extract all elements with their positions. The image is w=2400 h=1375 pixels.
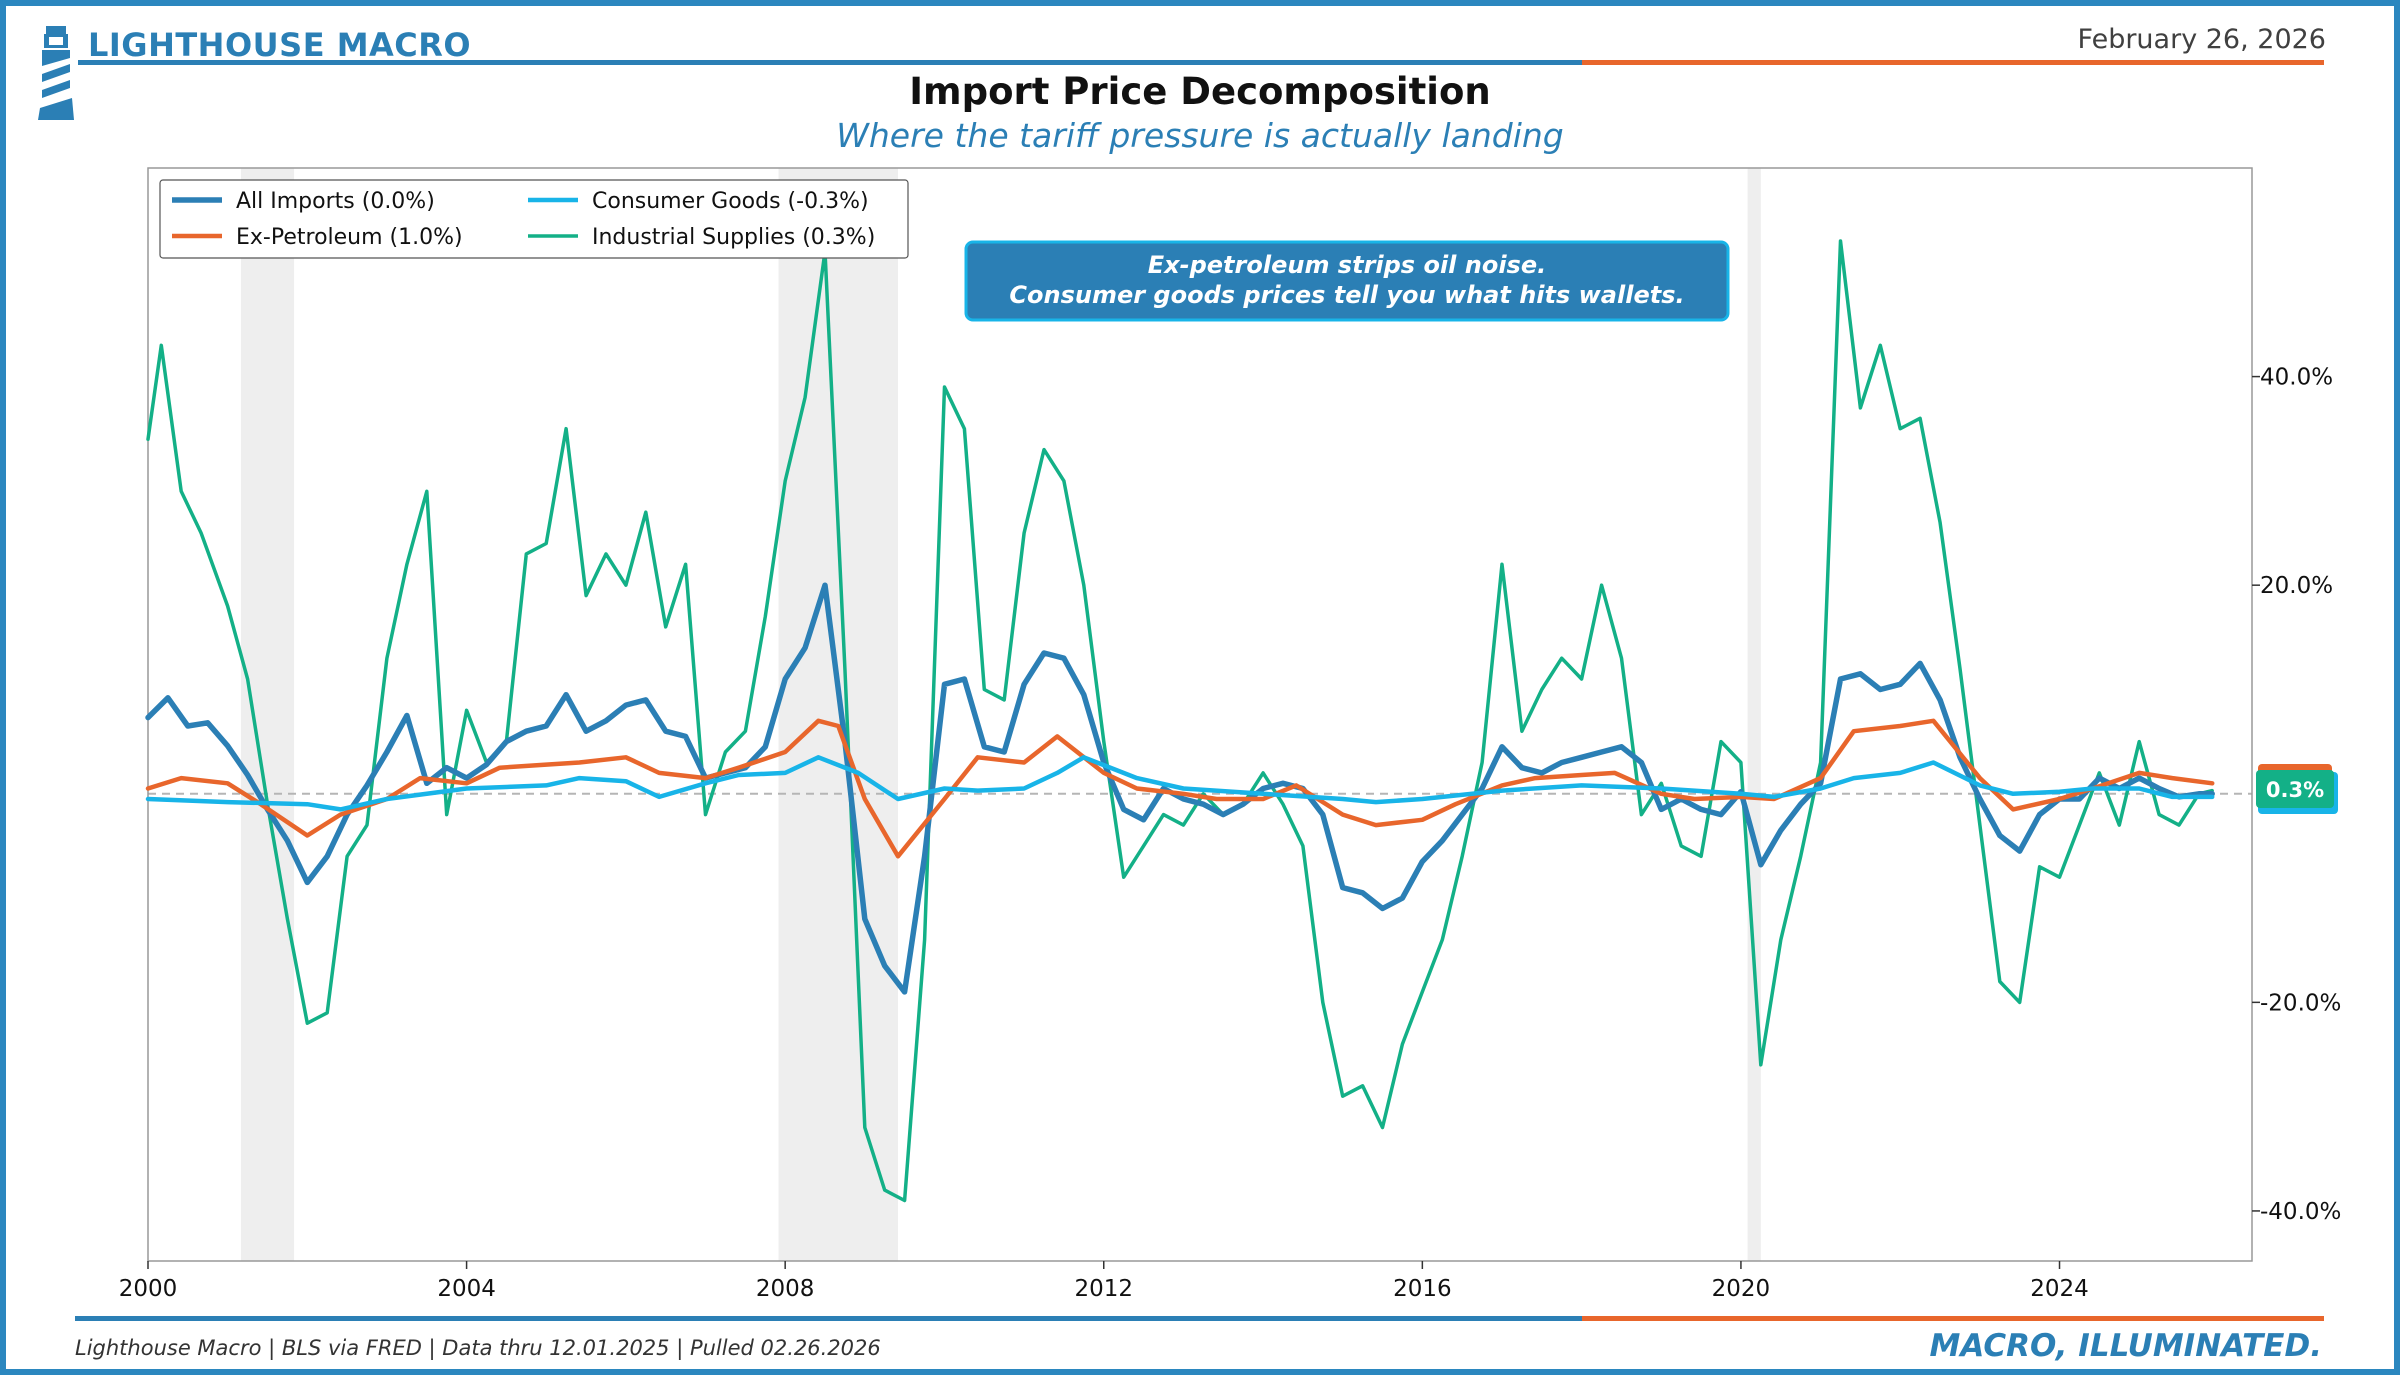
chart-subtitle: Where the tariff pressure is actually la… [836,116,1564,155]
footer-tagline: MACRO, ILLUMINATED. [1929,1328,2322,1364]
x-tick-label: 2016 [1393,1276,1452,1302]
footer-rule-orange [1582,1316,2324,1321]
header-rule-orange [1582,60,2324,65]
report-date: February 26, 2026 [2077,24,2326,55]
footer-source: Lighthouse Macro | BLS via FRED | Data t… [75,1336,881,1360]
plot-border [147,167,2253,1262]
chart-title: Import Price Decomposition [909,70,1491,113]
brand-name: LIGHTHOUSE MACRO [88,26,472,64]
header-rule-blue [78,60,1582,65]
x-tick-label: 2004 [437,1276,496,1302]
legend-box [159,179,909,259]
series-line-1 [145,718,2215,859]
recession-band [778,168,899,1261]
annotation: Ex-petroleum strips oil noise.Consumer g… [964,240,1730,322]
x-tick-label: 2020 [1712,1276,1771,1302]
legend-label: Ex-Petroleum (1.0%) [236,225,463,250]
recession-band [240,168,295,1261]
lighthouse-logo-icon [38,26,74,120]
annotation-line: Consumer goods prices tell you what hits… [1009,281,1684,309]
y-tick-label: -40.0% [2260,1199,2341,1225]
recession-band [1747,168,1761,1261]
y-tick-label: 40.0% [2260,365,2333,391]
series-layer [145,239,2215,1203]
footer-rule-blue [75,1316,1582,1321]
legend-label: Industrial Supplies (0.3%) [592,225,875,250]
y-tick-label: 20.0% [2260,573,2333,599]
x-tick-label: 2008 [756,1276,815,1302]
end-badges: 0.3% [2256,764,2338,814]
series-line-0 [145,582,2215,995]
end-value-label: 0.3% [2266,778,2324,802]
brand-header: LIGHTHOUSE MACRO February 26, 2026 [36,22,2326,120]
legend-label: Consumer Goods (-0.3%) [592,189,869,214]
x-tick-label: 2012 [1074,1276,1133,1302]
end-value-badge [2256,770,2334,808]
legend-label: All Imports (0.0%) [236,189,435,214]
legend: All Imports (0.0%) Ex-Petroleum (1.0%) Con… [159,179,909,259]
series-line-2 [145,755,2215,812]
annotation-line: Ex-petroleum strips oil noise. [1148,251,1546,279]
x-tick-label: 2000 [119,1276,178,1302]
x-tick-label: 2024 [2030,1276,2089,1302]
annotation-box [964,240,1730,322]
series-line-3 [146,239,2214,1203]
y-tick-label: -20.0% [2260,990,2341,1016]
